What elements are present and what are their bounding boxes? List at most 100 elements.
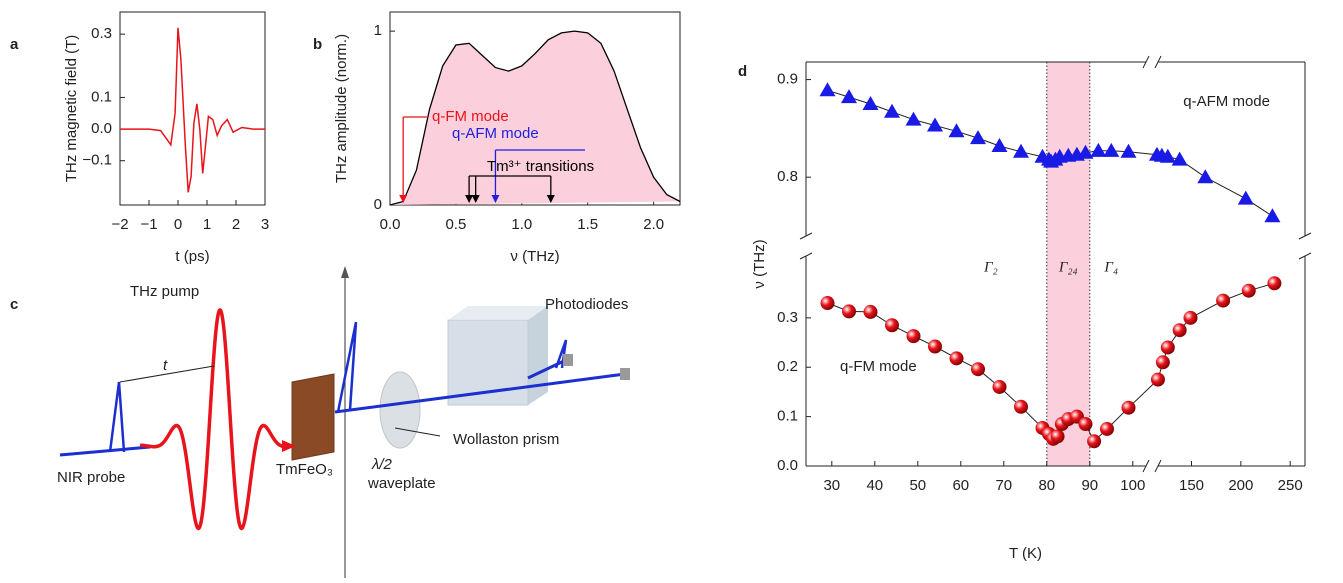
label: t: [163, 357, 168, 374]
label: THz pump: [130, 283, 199, 300]
triangle-marker: [1013, 143, 1029, 158]
x-tick-label: 2: [232, 216, 240, 233]
x-tick-label: 50: [909, 477, 926, 494]
setup-diagram: c THz pump t Photodiodes NIR probe TmFeO…: [10, 266, 630, 578]
sphere-marker: [1160, 340, 1175, 355]
triangle-marker: [1237, 190, 1254, 205]
triangle-marker: [862, 95, 879, 110]
phase-label: Γ₂: [983, 259, 998, 275]
prism: [447, 319, 529, 406]
x-tick-label: 70: [995, 477, 1012, 494]
x-tick-label: 150: [1179, 477, 1204, 494]
photodiode: [563, 354, 573, 366]
y-tick-label: 1: [374, 22, 382, 39]
probe-beam: [59, 445, 151, 457]
probe-pulse: [336, 321, 358, 413]
triangle-marker: [948, 123, 965, 138]
sphere-marker: [1241, 283, 1256, 298]
prism-top: [448, 306, 548, 320]
delay-arrow: [119, 365, 215, 383]
x-axis-label: T (K): [1009, 545, 1042, 562]
x-tick-label: 60: [952, 477, 969, 494]
y-tick-label: 0.1: [91, 88, 112, 105]
triangle-marker: [1090, 142, 1107, 157]
triangle-marker: [1077, 144, 1094, 159]
series-label: q-AFM mode: [1183, 93, 1270, 110]
label: NIR probe: [57, 469, 125, 486]
arrow-head: [282, 440, 296, 452]
x-tick-label: 0.5: [445, 216, 466, 233]
probe-beam: [334, 372, 626, 414]
shaded-region: [1046, 62, 1090, 466]
panel-letter: c: [10, 296, 18, 313]
x-tick-label: 40: [866, 477, 883, 494]
triangle-marker: [1120, 143, 1137, 158]
sphere-marker: [1014, 399, 1028, 414]
x-axis-label: t (ps): [175, 248, 209, 265]
x-tick-label: −2: [111, 216, 128, 233]
arrow-head: [341, 266, 349, 278]
triangle-marker: [991, 137, 1008, 152]
y-tick-label: 0.0: [777, 457, 798, 474]
y-tick-label: 0.1: [777, 408, 798, 425]
phase-label: Γ₂₄: [1058, 259, 1078, 275]
axis-frame: [389, 11, 681, 206]
sphere-marker: [1050, 429, 1065, 444]
axis-break: [799, 252, 813, 260]
probe-pulse: [108, 381, 126, 453]
arrow-head: [399, 195, 408, 203]
data-line: [120, 27, 265, 193]
sphere-marker: [971, 362, 985, 377]
triangle-marker: [1264, 208, 1281, 223]
panel-letter: b: [313, 36, 322, 53]
sphere-marker: [1087, 434, 1102, 449]
phase-label: Γ₄: [1103, 259, 1118, 275]
sphere-marker: [1150, 372, 1165, 387]
axis-break: [1154, 55, 1162, 69]
label: waveplate: [367, 475, 436, 492]
sphere-marker: [820, 296, 835, 311]
x-tick-label: 100: [1120, 477, 1145, 494]
probe-beam: [527, 358, 567, 380]
triangle-marker: [905, 111, 922, 126]
annotation: q-AFM mode: [452, 125, 539, 142]
triangle-marker: [1159, 148, 1176, 163]
sphere-marker: [1078, 417, 1093, 432]
x-tick-label: 0.0: [380, 216, 401, 233]
y-axis-label: THz magnetic field (T): [63, 35, 80, 183]
y-tick-label: 0.8: [777, 168, 798, 185]
sphere-marker: [863, 304, 878, 319]
sphere-marker: [928, 339, 942, 354]
sphere-marker: [906, 329, 921, 344]
y-tick-label: 0.2: [777, 358, 798, 375]
sphere-marker: [1172, 323, 1187, 338]
x-tick-label: 1.0: [511, 216, 532, 233]
x-tick-label: 80: [1038, 477, 1055, 494]
arrow-head: [471, 195, 480, 203]
sphere-marker: [1121, 400, 1136, 415]
waveplate: [379, 371, 421, 449]
sphere-marker: [885, 318, 899, 333]
axis-break: [1142, 55, 1150, 69]
y-tick-label: 0: [374, 196, 382, 213]
y-tick-label: 0.3: [91, 25, 112, 42]
triangle-marker: [1171, 151, 1188, 166]
y-tick-label: 0.0: [91, 120, 112, 137]
axis-frame: [119, 11, 266, 206]
x-tick-label: 1: [203, 216, 211, 233]
sphere-marker: [992, 379, 1007, 394]
prism-side: [528, 306, 548, 405]
sphere-marker: [949, 351, 964, 366]
axis-break: [799, 232, 813, 240]
data-line: [389, 30, 681, 206]
sphere-marker: [1216, 293, 1231, 308]
x-tick-label: 2.0: [643, 216, 664, 233]
sphere-marker: [1100, 421, 1114, 436]
label: Photodiodes: [545, 296, 628, 313]
x-tick-label: 30: [823, 477, 840, 494]
triangle-marker: [1103, 142, 1120, 157]
sphere-marker: [1155, 355, 1170, 370]
photodiode: [620, 368, 630, 380]
x-tick-label: 1.5: [577, 216, 598, 233]
